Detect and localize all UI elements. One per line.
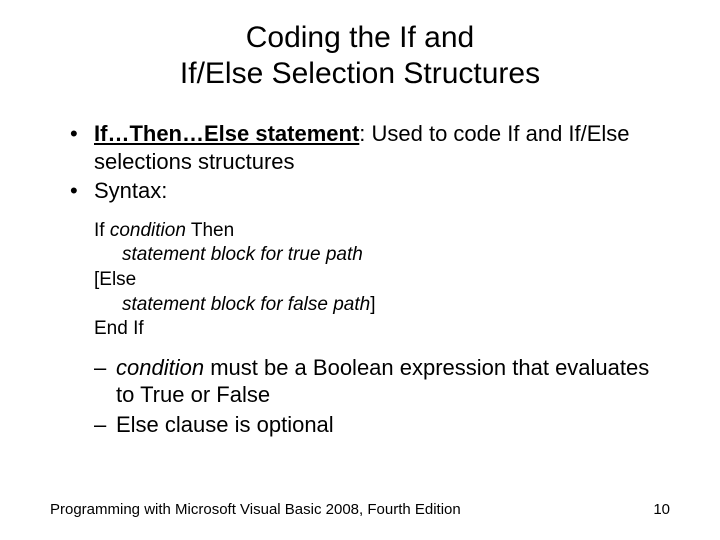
syntax-block: If condition Then statement block for tr… [94,219,670,342]
main-bullets: If…Then…Else statement: Used to code If … [50,120,670,205]
bullet-item: Syntax: [70,177,670,205]
syntax-line: statement block for false path] [94,293,670,318]
syntax-italic: statement block for true path [122,244,363,265]
syntax-line: statement block for true path [94,243,670,268]
dash-bullets: condition must be a Boolean expression t… [94,354,670,439]
page-number: 10 [653,501,670,518]
slide-footer: Programming with Microsoft Visual Basic … [50,501,670,518]
syntax-text: If [94,220,110,241]
dash-italic: condition [116,355,204,380]
syntax-italic: statement block for false path [122,294,370,315]
syntax-text: Then [186,220,234,241]
title-line-1: Coding the If and [246,21,475,54]
bullet-text: Syntax: [94,178,167,203]
dash-text: Else clause is optional [116,412,334,437]
bullet-item: If…Then…Else statement: Used to code If … [70,120,670,175]
syntax-text: End If [94,318,144,339]
dash-item: Else clause is optional [94,411,670,439]
syntax-italic: condition [110,220,186,241]
dash-item: condition must be a Boolean expression t… [94,354,670,409]
syntax-text: [Else [94,269,136,290]
footer-left: Programming with Microsoft Visual Basic … [50,501,461,518]
syntax-line: End If [94,317,670,342]
bullet-bold-text: If…Then…Else statement [94,121,359,146]
slide-title: Coding the If and If/Else Selection Stru… [50,20,670,92]
syntax-line: [Else [94,268,670,293]
title-line-2: If/Else Selection Structures [180,57,540,90]
syntax-line: If condition Then [94,219,670,244]
syntax-text: ] [370,294,375,315]
